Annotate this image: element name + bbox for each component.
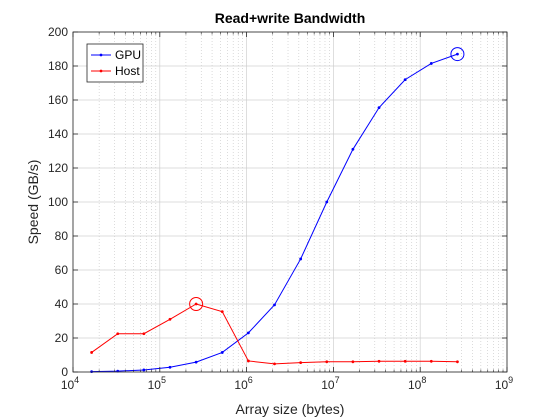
- series-gpu-point: [299, 257, 303, 261]
- y-tick-label: 40: [55, 297, 69, 311]
- x-tick-base: 10: [234, 378, 248, 392]
- series-gpu-point: [351, 147, 355, 151]
- series-gpu-point: [220, 351, 224, 354]
- x-tick-label: 105: [148, 375, 166, 392]
- legend-box: [86, 43, 144, 83]
- series-gpu-point: [142, 368, 146, 372]
- series-gpu-point: [456, 52, 459, 56]
- y-tick-label: 80: [55, 229, 69, 243]
- series-gpu-point: [246, 331, 250, 335]
- x-tick-exponent: 8: [421, 375, 426, 385]
- series-host-point: [377, 359, 381, 363]
- legend: GPU Host: [86, 43, 144, 83]
- x-tick-exponent: 5: [161, 375, 166, 385]
- chart-title: Read+write Bandwidth: [215, 10, 366, 26]
- series-host-point: [403, 359, 407, 363]
- series-host-point: [429, 359, 433, 363]
- y-tick-label: 140: [48, 127, 68, 141]
- x-tick-exponent: 7: [335, 375, 340, 385]
- series-host-point: [299, 361, 303, 365]
- x-tick-base: 10: [321, 378, 335, 392]
- x-tick-base: 10: [495, 378, 509, 392]
- series-host-point: [90, 351, 94, 354]
- legend-host-label: Host: [115, 64, 140, 78]
- legend-gpu-label: GPU: [115, 48, 141, 62]
- series-gpu-point: [168, 365, 172, 369]
- legend-gpu-marker: [99, 53, 103, 57]
- series-gpu-point: [194, 360, 198, 364]
- y-tick-label: 60: [55, 263, 69, 277]
- y-axis-title: Speed (GB/s): [25, 160, 41, 245]
- series-host: [90, 297, 459, 366]
- x-tick-base: 10: [148, 378, 162, 392]
- series-gpu-point: [377, 106, 381, 110]
- x-tick-label: 109: [495, 375, 513, 392]
- x-tick-exponent: 9: [508, 375, 513, 385]
- y-tick-label: 100: [48, 195, 68, 209]
- x-tick-label: 108: [408, 375, 426, 392]
- x-tick-exponent: 6: [248, 375, 253, 385]
- axis-ticks: [72, 31, 508, 373]
- series-gpu-peak-marker: [450, 47, 465, 62]
- legend-host-marker: [99, 69, 103, 73]
- series-host-point: [351, 360, 355, 364]
- series-gpu-point: [273, 303, 276, 307]
- series-host-point: [456, 360, 459, 364]
- x-tick-label: 104: [61, 375, 79, 392]
- y-tick-label: 180: [48, 59, 68, 73]
- series-gpu-point: [429, 62, 433, 65]
- series-host-point: [246, 359, 250, 363]
- series-host-point: [220, 310, 224, 314]
- x-axis-title: Array size (bytes): [236, 401, 345, 417]
- x-tick-labels: 104 105 106 107 108 109: [61, 375, 513, 392]
- series-gpu: [90, 47, 465, 374]
- y-tick-label: 0: [61, 365, 68, 379]
- series-host-point: [168, 317, 172, 321]
- y-tick-label: 160: [48, 93, 68, 107]
- series-layer: [90, 47, 465, 374]
- y-tick-label: 200: [48, 25, 68, 39]
- series-host-point: [142, 332, 146, 336]
- x-tick-base: 10: [61, 378, 75, 392]
- y-tick-label: 20: [55, 331, 69, 345]
- series-gpu-point: [403, 78, 407, 81]
- series-host-point: [194, 302, 198, 306]
- x-tick-exponent: 4: [74, 375, 79, 385]
- series-host-point: [325, 360, 329, 364]
- y-tick-label: 120: [48, 161, 68, 175]
- x-tick-base: 10: [408, 378, 422, 392]
- series-gpu-point: [325, 200, 329, 204]
- y-tick-labels: 0 20 40 60 80 100 120 140 160 180 200: [48, 25, 68, 379]
- series-host-point: [273, 362, 276, 366]
- series-host-peak-marker: [189, 297, 204, 311]
- series-host-point: [116, 332, 120, 336]
- x-tick-label: 107: [321, 375, 339, 392]
- x-tick-label: 106: [234, 375, 252, 392]
